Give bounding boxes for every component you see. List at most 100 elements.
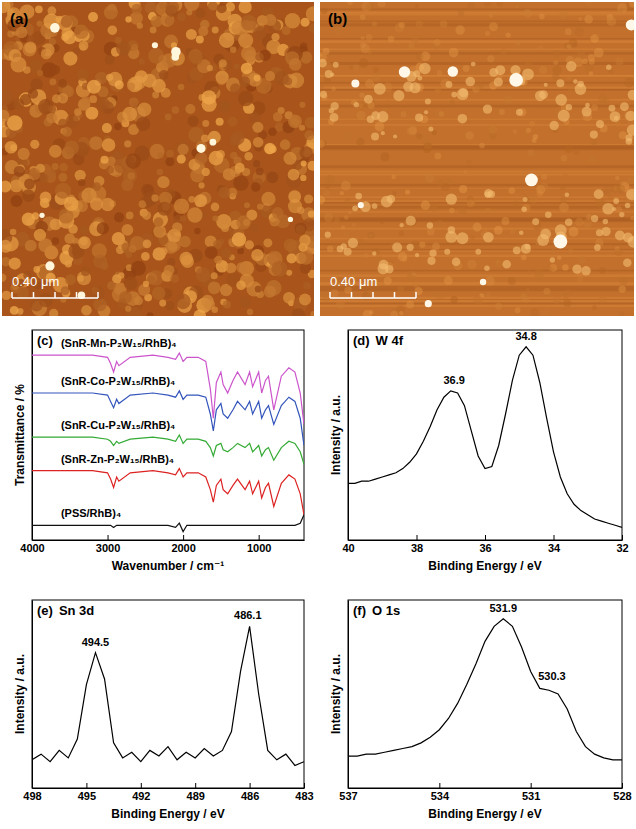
afm-grain (89, 95, 97, 103)
afm-patch (354, 102, 359, 107)
afm-grain (617, 3, 627, 13)
afm-grain (380, 152, 389, 161)
afm-patch (331, 102, 339, 110)
afm-patch (320, 59, 327, 68)
afm-grain (367, 3, 374, 10)
afm-patch (400, 223, 404, 227)
afm-grain (172, 222, 182, 232)
plot-area (348, 347, 622, 528)
scale-bar-label: 0.40 μm (330, 274, 377, 289)
afm-grain (500, 48, 506, 54)
afm-patch (352, 205, 358, 211)
x-tick-label: 492 (132, 790, 150, 802)
afm-grain (223, 168, 236, 181)
afm-grain (324, 77, 331, 84)
afm-grain (322, 292, 332, 302)
afm-grain (195, 141, 207, 153)
afm-grain (323, 190, 330, 197)
x-tick-label: 2000 (171, 542, 195, 554)
scale-bar-tick (329, 292, 331, 298)
afm-patch (603, 219, 609, 225)
afm-patch (371, 133, 379, 141)
afm-grain (463, 170, 468, 175)
afm-grain (252, 122, 263, 133)
chart-panel: 498495492489486483(e)Sn 3d494.5486.1Bind… (13, 600, 314, 821)
afm-background (2, 2, 314, 316)
afm-grain (307, 161, 314, 171)
afm-grain (151, 194, 158, 201)
afm-grain (320, 196, 325, 205)
afm-grain (408, 43, 414, 49)
afm-grain (158, 152, 164, 158)
afm-grain (534, 269, 544, 279)
afm-grain (432, 130, 437, 135)
afm-grain (430, 203, 439, 212)
afm-patch (325, 70, 333, 78)
afm-grain (463, 65, 470, 72)
x-tick: 534 (431, 783, 450, 802)
afm-grain (283, 292, 295, 304)
afm-grain (501, 217, 509, 225)
afm-grain (553, 296, 561, 304)
afm-grain (264, 286, 276, 298)
afm-grain (264, 143, 275, 154)
x-tick-label: 498 (23, 790, 41, 802)
afm-grain (184, 2, 199, 11)
scale-bar-tick (76, 292, 78, 298)
afm-grain (585, 2, 592, 6)
afm-patch (407, 244, 414, 251)
x-tick-label: 1000 (247, 542, 271, 554)
afm-image (2, 2, 314, 316)
afm-grain (93, 298, 106, 311)
afm-grain (24, 178, 35, 189)
afm-grain (424, 143, 432, 151)
afm-grain (25, 243, 32, 250)
afm-grain (241, 15, 257, 31)
afm-grain (16, 26, 28, 38)
afm-grain (202, 120, 209, 127)
afm-grain (174, 199, 190, 215)
afm-grain (187, 207, 202, 222)
afm-grain (425, 173, 435, 183)
afm-grain (273, 112, 283, 122)
panel-label: (a) (10, 10, 28, 27)
afm-grain (236, 216, 250, 230)
afm-grain (164, 265, 175, 276)
scale-bar-tick (351, 292, 353, 298)
afm-patch (537, 234, 549, 246)
afm-grain (125, 16, 131, 22)
afm-grain (539, 13, 545, 19)
afm-grain (202, 168, 210, 176)
afm-patch (555, 94, 567, 106)
afm-grain (119, 291, 132, 304)
afm-streak (320, 12, 634, 13)
afm-grain (148, 270, 164, 286)
afm-patch (451, 92, 457, 98)
afm-patch (523, 197, 528, 202)
afm-grain (562, 264, 569, 271)
afm-grain (177, 155, 186, 164)
afm-grain (280, 139, 291, 150)
afm-grain (41, 48, 52, 59)
afm-image (320, 2, 634, 316)
afm-grain (131, 44, 138, 51)
afm-grain (55, 183, 71, 199)
afm-grain (211, 272, 218, 279)
afm-grain (607, 16, 617, 26)
afm-patch (458, 114, 468, 124)
afm-grain (309, 23, 314, 33)
chart-panel: 4038363432(d)W 4f36.934.8Binding Energy … (329, 330, 629, 573)
scale-bar-tick (372, 292, 374, 298)
x-tick-mark (141, 783, 142, 788)
afm-patch (403, 81, 413, 91)
x-tick-mark (86, 783, 87, 788)
afm-patch (344, 248, 352, 256)
afm-grain (568, 249, 573, 254)
x-tick-label: 3000 (96, 542, 120, 554)
afm-grain (106, 74, 113, 81)
afm-grain (89, 136, 103, 150)
afm-spot (210, 139, 217, 146)
afm-grain (592, 305, 597, 310)
afm-grain (61, 286, 70, 295)
panel-label: (f) (353, 603, 366, 618)
